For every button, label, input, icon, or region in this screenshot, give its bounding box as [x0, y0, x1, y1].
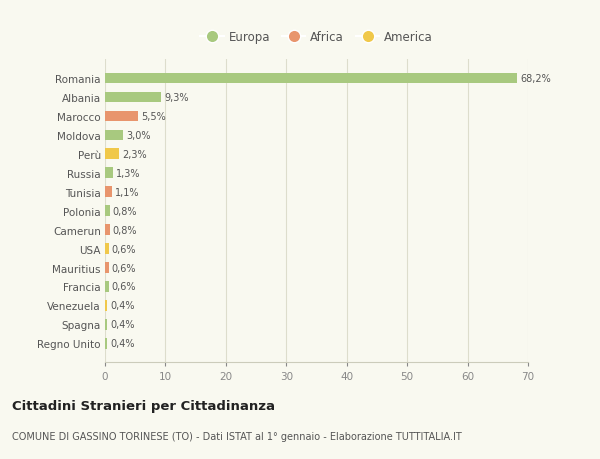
- Text: 0,4%: 0,4%: [110, 301, 135, 311]
- Bar: [105, 301, 107, 311]
- Text: 68,2%: 68,2%: [520, 73, 551, 84]
- Text: 1,1%: 1,1%: [115, 187, 139, 197]
- Bar: [105, 130, 123, 140]
- Bar: [105, 206, 110, 216]
- Text: 2,3%: 2,3%: [122, 149, 146, 159]
- Bar: [105, 168, 113, 179]
- Bar: [105, 244, 109, 254]
- Legend: Europa, Africa, America: Europa, Africa, America: [196, 26, 437, 49]
- Text: 0,4%: 0,4%: [110, 339, 135, 349]
- Bar: [105, 73, 517, 84]
- Text: Cittadini Stranieri per Cittadinanza: Cittadini Stranieri per Cittadinanza: [12, 399, 275, 412]
- Bar: [105, 319, 107, 330]
- Text: COMUNE DI GASSINO TORINESE (TO) - Dati ISTAT al 1° gennaio - Elaborazione TUTTIT: COMUNE DI GASSINO TORINESE (TO) - Dati I…: [12, 431, 462, 442]
- Text: 0,8%: 0,8%: [113, 225, 137, 235]
- Bar: [105, 92, 161, 103]
- Text: 5,5%: 5,5%: [141, 112, 166, 122]
- Bar: [105, 149, 119, 160]
- Text: 1,3%: 1,3%: [116, 168, 140, 178]
- Bar: [105, 225, 110, 235]
- Text: 3,0%: 3,0%: [126, 130, 151, 140]
- Text: 0,4%: 0,4%: [110, 320, 135, 330]
- Bar: [105, 338, 107, 349]
- Bar: [105, 282, 109, 292]
- Text: 0,8%: 0,8%: [113, 206, 137, 216]
- Text: 9,3%: 9,3%: [164, 93, 189, 102]
- Bar: [105, 187, 112, 197]
- Bar: [105, 111, 138, 122]
- Bar: [105, 263, 109, 273]
- Text: 0,6%: 0,6%: [112, 282, 136, 292]
- Text: 0,6%: 0,6%: [112, 263, 136, 273]
- Text: 0,6%: 0,6%: [112, 244, 136, 254]
